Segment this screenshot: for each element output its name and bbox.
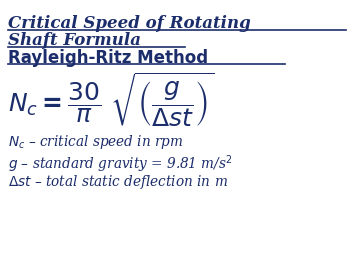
Text: Rayleigh-Ritz Method: Rayleigh-Ritz Method	[8, 49, 208, 67]
Text: $\Delta st$ – total static deflection in m: $\Delta st$ – total static deflection in…	[8, 173, 228, 191]
Text: Shaft Formula: Shaft Formula	[8, 32, 141, 49]
Text: $\boldsymbol{N_c = \dfrac{30}{\pi}\ \sqrt{\left(\dfrac{g}{\Delta st}\right)}}$: $\boldsymbol{N_c = \dfrac{30}{\pi}\ \sqr…	[8, 70, 214, 129]
Text: Critical Speed of Rotating: Critical Speed of Rotating	[8, 15, 251, 32]
Text: $g$ – standard gravity = 9.81 m/s$^2$: $g$ – standard gravity = 9.81 m/s$^2$	[8, 153, 233, 175]
Text: $N_c$ – critical speed in rpm: $N_c$ – critical speed in rpm	[8, 133, 184, 151]
